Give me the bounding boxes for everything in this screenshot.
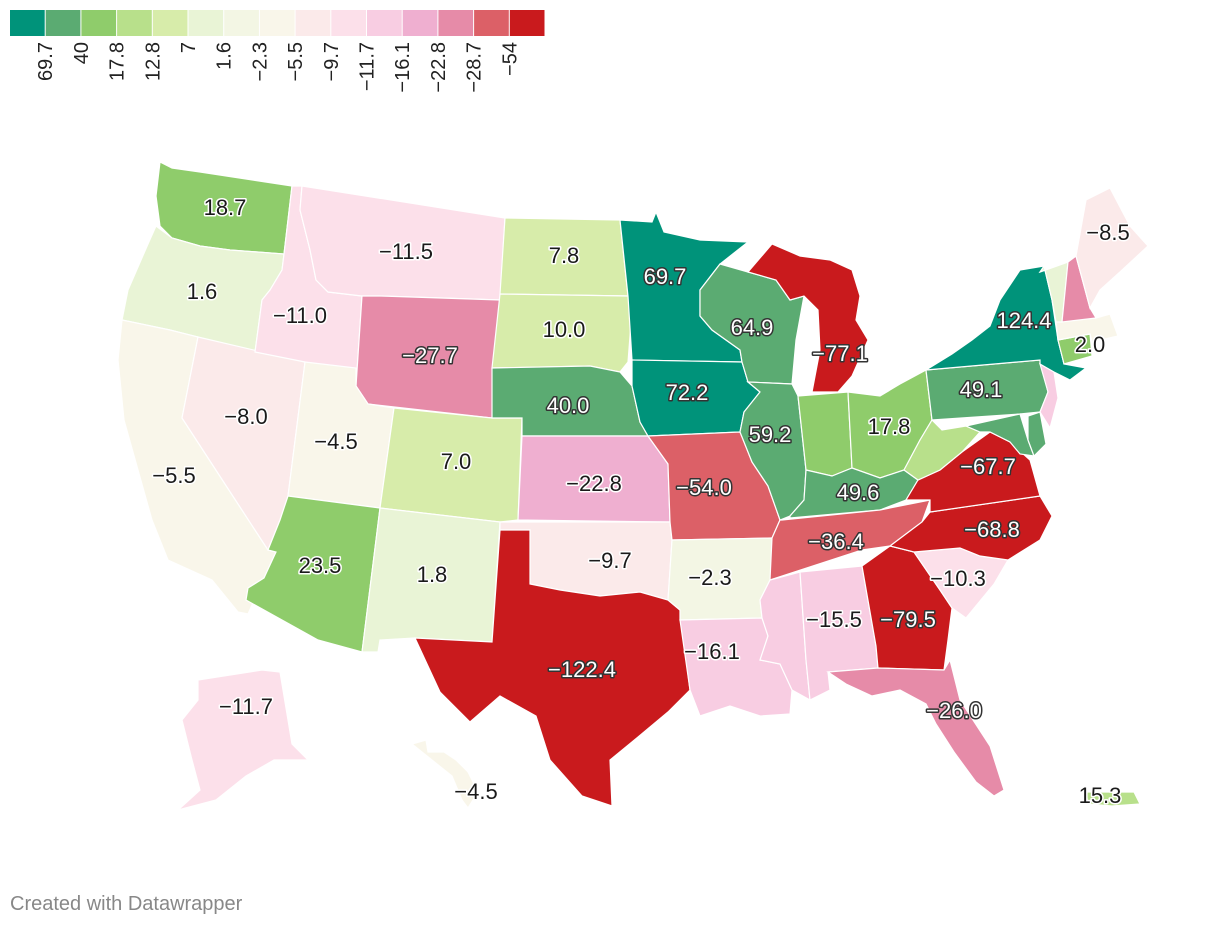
state-value-label: −8.0 — [224, 404, 267, 429]
state-in[interactable] — [797, 391, 853, 477]
state-value-label: 2.0 — [1075, 332, 1106, 357]
state-value-label: 1.6 — [187, 279, 218, 304]
legend-tick-label: −11.7 — [357, 42, 379, 91]
state-value-label: −11.7 — [219, 694, 273, 719]
state-value-label: 15.3 — [1079, 783, 1122, 808]
legend-tick-label: −2.3 — [249, 42, 271, 81]
state-value-label: −15.5 — [806, 607, 862, 632]
state-value-label: −9.7 — [588, 548, 631, 573]
state-mi[interactable] — [746, 243, 869, 393]
legend-tick-label: 69.7 — [35, 42, 57, 81]
state-value-label: −4.5 — [454, 779, 497, 804]
legend-swatch — [259, 10, 295, 36]
state-value-label: 18.7 — [204, 195, 247, 220]
legend-tick-label: −54 — [499, 42, 521, 76]
legend-swatch — [331, 10, 366, 36]
legend-swatch — [10, 10, 45, 36]
state-value-label: −2.3 — [688, 565, 731, 590]
state-tx[interactable] — [414, 529, 691, 807]
state-value-label: 64.9 — [731, 315, 774, 340]
state-value-label: −5.5 — [152, 463, 195, 488]
color-legend: 69.7 40 17.8 12.8 7 1.6 −2.3 −5.5 −9.7 −11.7 −16.1… — [10, 10, 570, 100]
state-value-label: −11.5 — [379, 239, 433, 264]
legend-swatch — [438, 10, 474, 36]
legend-swatch — [509, 10, 545, 36]
legend-tick-label: 40 — [71, 42, 93, 64]
state-value-label: 23.5 — [299, 553, 342, 578]
legend-tick-label: −28.7 — [464, 42, 486, 93]
state-md[interactable] — [964, 413, 1035, 457]
legend-swatch — [117, 10, 152, 36]
state-value-label: 10.0 — [543, 317, 586, 342]
legend-swatch — [152, 10, 188, 36]
state-value-label: −22.8 — [566, 471, 622, 496]
state-hi[interactable] — [410, 739, 479, 810]
state-value-label: 59.2 — [749, 422, 792, 447]
legend-tick-label: 17.8 — [107, 42, 129, 81]
legend-tick-label: −16.1 — [392, 42, 414, 93]
state-value-label: 1.8 — [417, 562, 448, 587]
state-value-label: 69.7 — [644, 264, 687, 289]
state-value-label: −27.7 — [402, 343, 458, 368]
legend-swatch — [224, 10, 259, 36]
state-value-label: 17.8 — [868, 414, 911, 439]
state-de[interactable] — [1027, 411, 1047, 458]
state-value-label: 7.0 — [441, 449, 472, 474]
state-value-label: −68.8 — [964, 517, 1020, 542]
legend-swatch — [367, 10, 402, 36]
state-value-label: 49.1 — [960, 377, 1003, 402]
state-ak[interactable] — [177, 669, 310, 811]
state-value-label: −77.1 — [812, 341, 868, 366]
state-value-label: −54.0 — [676, 475, 732, 500]
state-fl[interactable] — [826, 658, 1005, 797]
legend-swatch — [295, 10, 331, 36]
legend-swatch — [81, 10, 117, 36]
state-value-label: −79.5 — [880, 607, 936, 632]
state-me[interactable] — [1075, 187, 1149, 310]
state-value-label: 124.4 — [996, 308, 1051, 333]
credit-text: Created with Datawrapper — [10, 893, 243, 915]
legend-swatch — [188, 10, 224, 36]
legend-svg: 69.7 40 17.8 12.8 7 1.6 −2.3 −5.5 −9.7 −11.7 −16.1… — [10, 10, 545, 93]
state-value-label: 40.0 — [547, 393, 590, 418]
legend-swatch — [402, 10, 438, 36]
legend-tick-label: −22.8 — [428, 42, 450, 93]
legend-tick-label: −9.7 — [321, 42, 343, 81]
legend-tick-label: −5.5 — [285, 42, 307, 81]
state-value-label: −11.0 — [273, 303, 327, 328]
state-value-label: −26.0 — [926, 698, 982, 723]
legend-swatch — [474, 10, 509, 36]
state-value-label: 72.2 — [666, 380, 709, 405]
state-pr[interactable] — [1085, 791, 1141, 807]
state-value-label: −16.1 — [684, 639, 740, 664]
state-value-label: −4.5 — [314, 429, 357, 454]
state-value-label: −122.4 — [548, 657, 616, 682]
legend-tick-label: 1.6 — [214, 42, 236, 70]
legend-tick-label: 12.8 — [142, 42, 164, 81]
legend-swatch — [45, 10, 81, 36]
state-value-label: −10.3 — [930, 566, 986, 591]
state-value-label: −36.4 — [808, 529, 864, 554]
state-tn[interactable] — [769, 499, 931, 581]
state-nh[interactable] — [1061, 254, 1097, 323]
state-ny[interactable] — [925, 265, 1088, 381]
legend-tick-label: 7 — [178, 42, 200, 53]
us-map: 18.7 1.6 −5.5 −8.0 −11.0 −11.5 −27.7 −4.5 23.5 7.… — [117, 161, 1149, 811]
state-value-label: −8.5 — [1086, 220, 1129, 245]
state-value-label: 7.8 — [549, 243, 580, 268]
state-value-label: −67.7 — [960, 454, 1016, 479]
state-value-label: 49.6 — [837, 480, 880, 505]
